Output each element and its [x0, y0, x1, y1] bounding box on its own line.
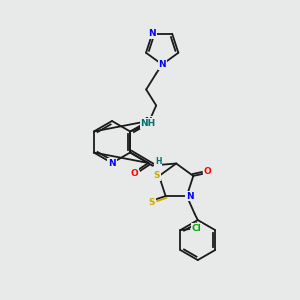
- Text: NH: NH: [141, 119, 156, 128]
- Text: O: O: [203, 167, 211, 176]
- Text: H: H: [155, 157, 161, 166]
- Text: N: N: [186, 192, 194, 201]
- Text: S: S: [154, 171, 160, 180]
- Text: N: N: [108, 158, 116, 167]
- Text: O: O: [130, 169, 138, 178]
- Text: S: S: [148, 198, 155, 207]
- Text: N: N: [158, 60, 166, 69]
- Text: N: N: [145, 116, 152, 125]
- Text: N: N: [148, 29, 156, 38]
- Text: Cl: Cl: [192, 224, 201, 232]
